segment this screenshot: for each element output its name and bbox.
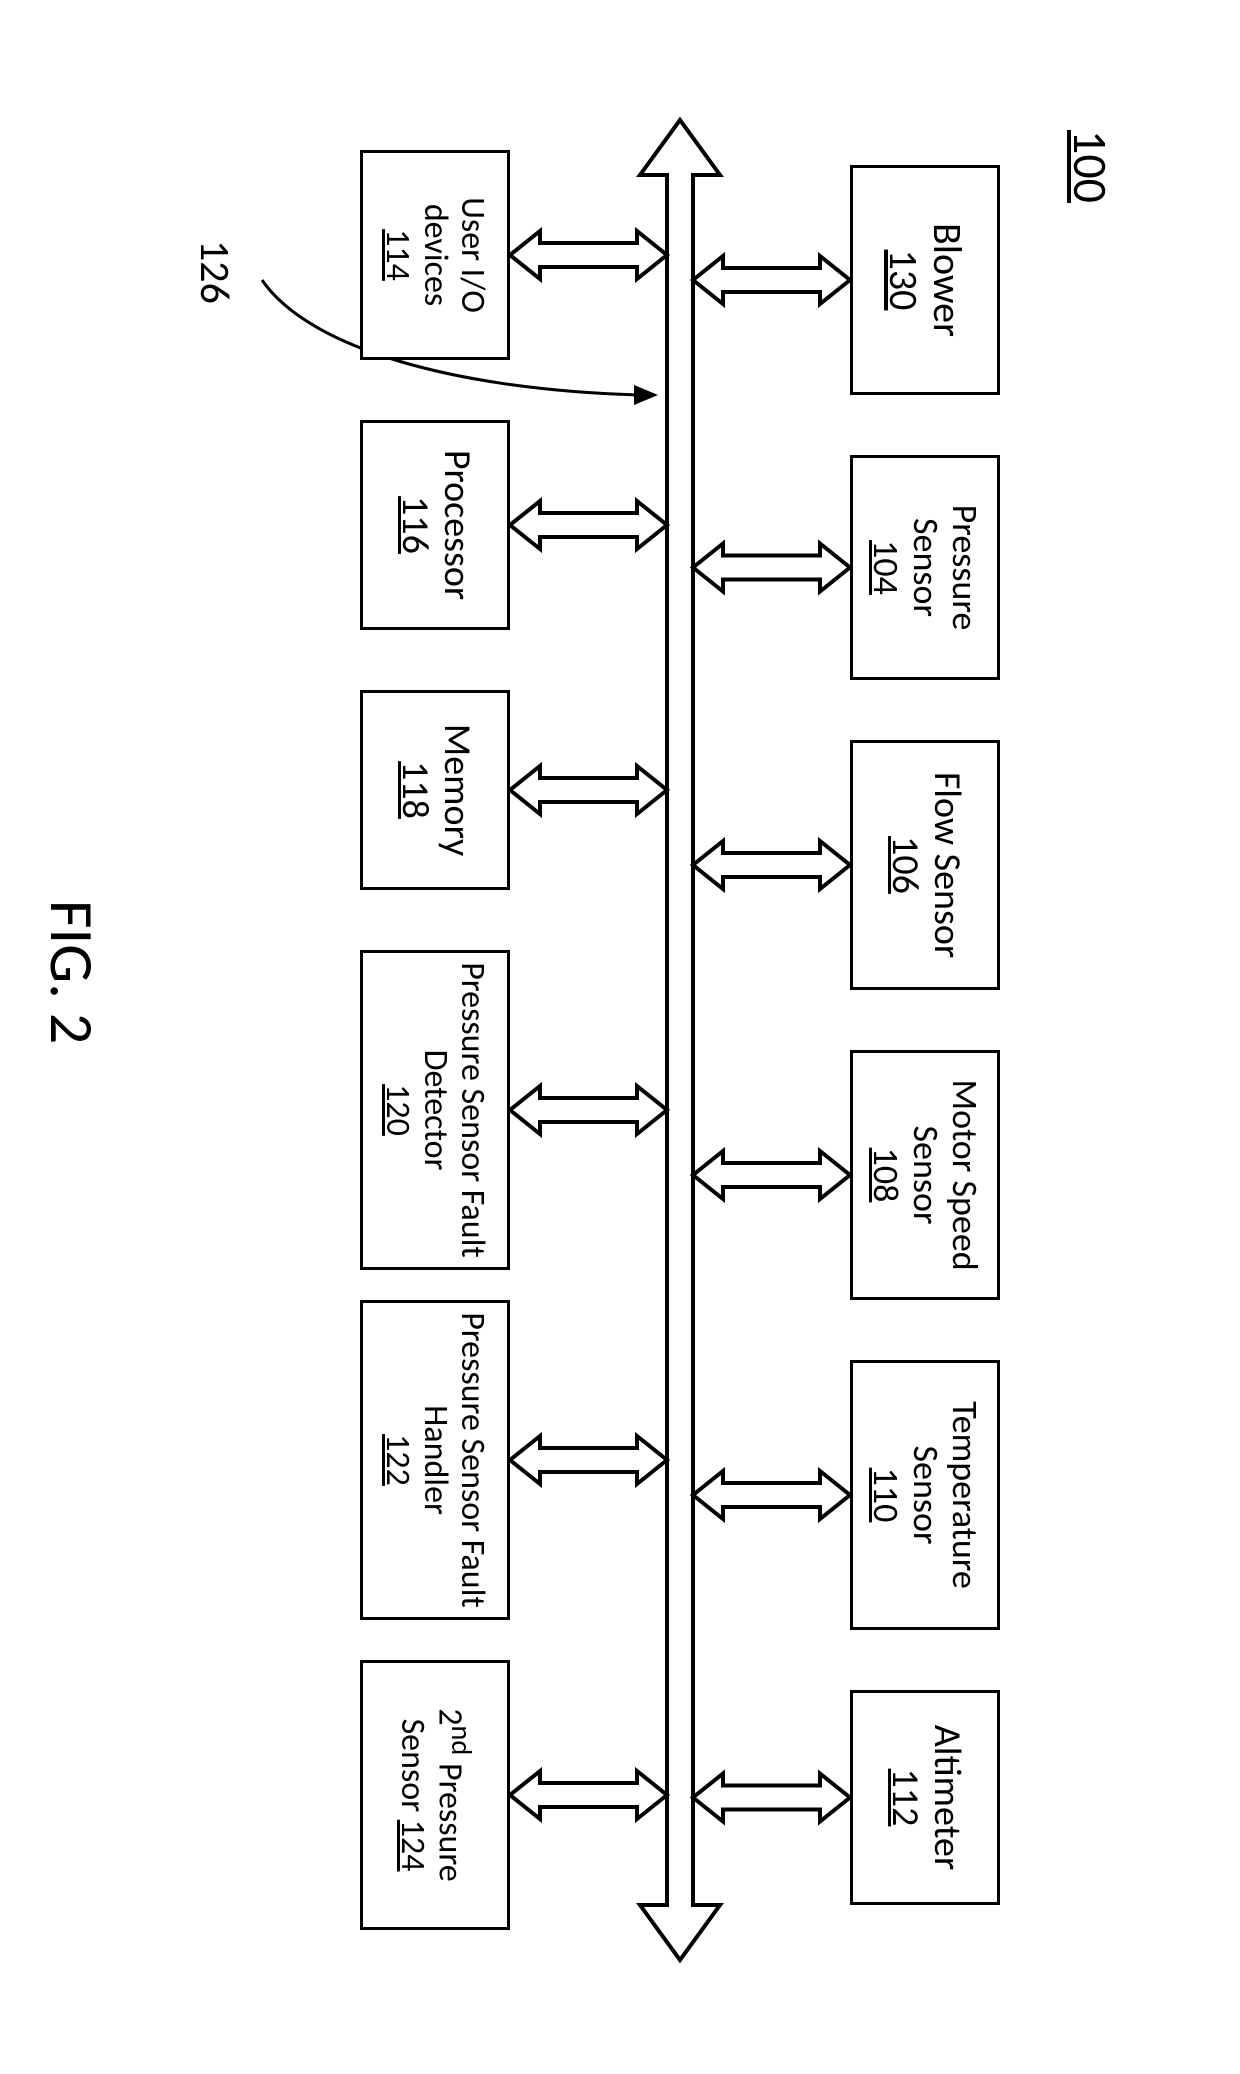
blower-block: Blower130 (850, 165, 1000, 395)
second-press-bus-arrow (510, 1771, 667, 1819)
flow-bus-arrow (693, 841, 850, 889)
fault-handler-block: Pressure Sensor Fault Handler 122 (360, 1300, 510, 1620)
user-io-bus-arrow (510, 231, 667, 279)
altimeter-ref: 112 (883, 1769, 925, 1827)
processor-label: Processor (435, 450, 477, 600)
temperature-ref: 110 (866, 1468, 906, 1523)
memory-bus-arrow (510, 766, 667, 814)
blower-bus-arrow (693, 256, 850, 304)
temperature-label: Temperature Sensor (905, 1363, 984, 1627)
bus-callout-ref: 126 (189, 240, 240, 304)
fault-detect-bus-arrow (510, 1086, 667, 1134)
fault-detect-block: Pressure Sensor Fault Detector 120 (360, 950, 510, 1270)
fault-handler-ref: 122 (379, 1434, 416, 1486)
processor-ref: 116 (393, 496, 435, 554)
bus-double-arrow (640, 120, 720, 1960)
figure-top-ref: 100 (1061, 130, 1120, 203)
user-io-ref: 114 (379, 229, 416, 281)
motor-speed-ref: 108 (866, 1148, 906, 1203)
fault-handler-label: Pressure Sensor Fault Handler (416, 1303, 491, 1617)
fault-detect-ref: 120 (379, 1084, 416, 1136)
fault-detect-label: Pressure Sensor Fault Detector (416, 953, 491, 1267)
blower-label: Blower (925, 223, 969, 337)
motor-speed-label: Motor Speed Sensor (905, 1053, 984, 1297)
flow-label: Flow Sensor (925, 772, 967, 958)
blower-ref: 130 (881, 250, 925, 311)
second-press-ref: 124 (392, 1820, 433, 1872)
memory-block: Memory118 (360, 690, 510, 890)
pressure-bus-arrow (693, 544, 850, 592)
second-press-block: 2nd Pressure Sensor 124 (360, 1660, 510, 1930)
pressure-label: Pressure Sensor (905, 458, 984, 677)
pressure-ref: 104 (866, 540, 906, 595)
altimeter-label: Altimeter (925, 1725, 967, 1870)
altimeter-block: Altimeter112 (850, 1690, 1000, 1905)
altimeter-bus-arrow (693, 1774, 850, 1822)
second-press-label: 2nd Pressure Sensor 124 (393, 1663, 476, 1927)
user-io-block: User I/O devices 114 (360, 150, 510, 360)
memory-label: Memory (435, 724, 477, 856)
temperature-block: Temperature Sensor 110 (850, 1360, 1000, 1630)
motor-speed-bus-arrow (693, 1151, 850, 1199)
memory-ref: 118 (393, 761, 435, 819)
pressure-block: Pressure Sensor 104 (850, 455, 1000, 680)
bus-callout-arrowhead (634, 385, 658, 405)
figure-caption: FIG. 2 (34, 900, 110, 1044)
flow-block: Flow Sensor106 (850, 740, 1000, 990)
processor-bus-arrow (510, 501, 667, 549)
user-io-label: User I/O devices (416, 153, 491, 357)
motor-speed-block: Motor Speed Sensor 108 (850, 1050, 1000, 1300)
processor-block: Processor116 (360, 420, 510, 630)
fault-handler-bus-arrow (510, 1436, 667, 1484)
temperature-bus-arrow (693, 1471, 850, 1519)
flow-ref: 106 (883, 836, 925, 894)
